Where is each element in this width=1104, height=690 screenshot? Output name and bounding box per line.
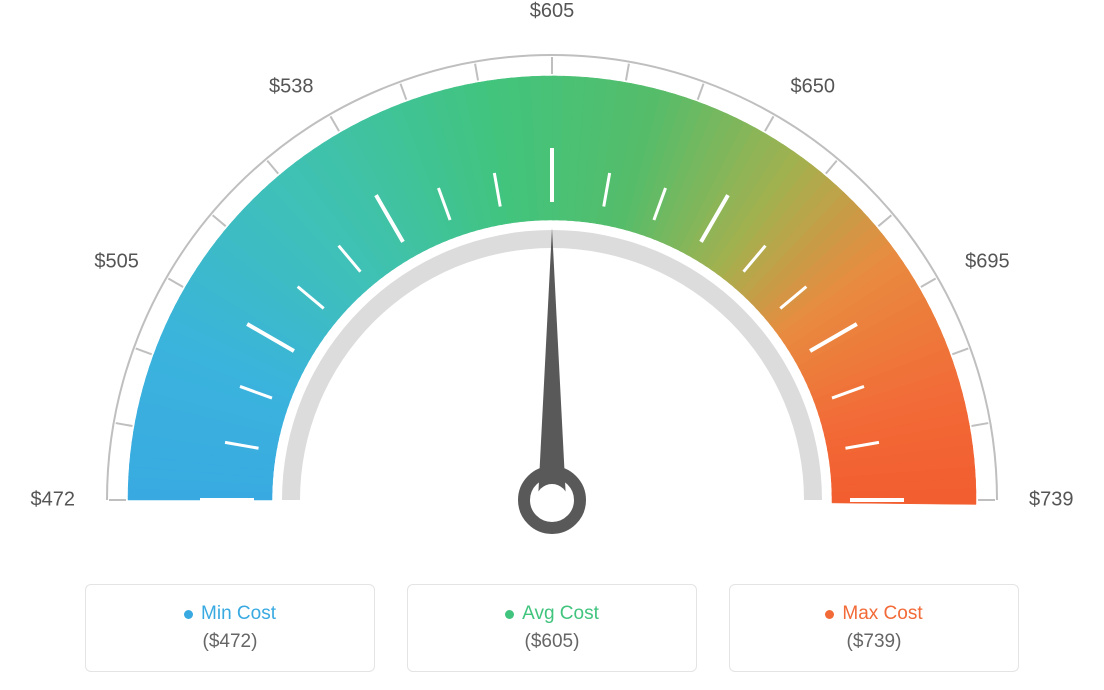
- legend-value-max: ($739): [847, 631, 902, 653]
- gauge-tick-label: $739: [1029, 489, 1074, 512]
- gauge-needle: [538, 228, 566, 500]
- legend-dot-max: [825, 610, 834, 619]
- gauge-tick-label: $650: [791, 75, 836, 98]
- legend-value-min: ($472): [203, 631, 258, 653]
- gauge-tick-label: $695: [965, 250, 1010, 273]
- gauge-tick-label: $538: [269, 75, 314, 98]
- legend-card-max: Max Cost ($739): [729, 584, 1019, 672]
- legend-label-avg: Avg Cost: [522, 603, 599, 625]
- legend-value-avg: ($605): [525, 631, 580, 653]
- legend-row: Min Cost ($472) Avg Cost ($605) Max Cost…: [0, 584, 1104, 672]
- legend-dot-avg: [505, 610, 514, 619]
- legend-label-max: Max Cost: [842, 603, 922, 625]
- gauge-tick-label: $505: [94, 250, 139, 273]
- legend-label-min: Min Cost: [201, 603, 276, 625]
- gauge-svg: [82, 10, 1022, 560]
- legend-card-min: Min Cost ($472): [85, 584, 375, 672]
- gauge-tick-label: $472: [31, 489, 76, 512]
- legend-dot-min: [184, 610, 193, 619]
- gauge-tick-label: $605: [530, 0, 575, 23]
- cost-gauge: $472 $505 $538 $605 $650 $695 $739: [0, 0, 1104, 560]
- legend-card-avg: Avg Cost ($605): [407, 584, 697, 672]
